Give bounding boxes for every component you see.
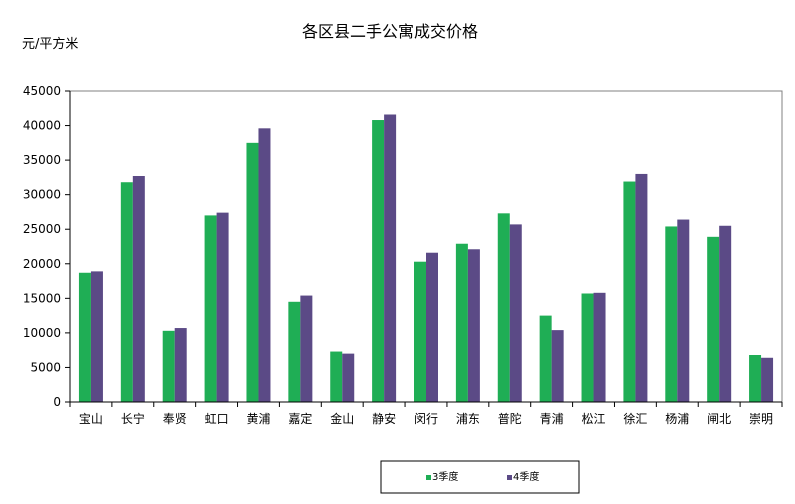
bar-3季度-静安 — [372, 120, 385, 402]
bar-4季度-青浦 — [551, 330, 564, 402]
bar-3季度-宝山 — [78, 272, 91, 402]
legend-frame — [380, 460, 580, 494]
x-category-label: 黄浦 — [246, 412, 270, 426]
y-tick-label: 35000 — [23, 153, 61, 167]
y-tick-label: 45000 — [23, 84, 61, 98]
legend-label-3季度: 3季度 — [432, 470, 458, 483]
x-category-label: 金山 — [330, 411, 354, 426]
bar-4季度-徐汇 — [635, 173, 648, 402]
legend-swatch-3季度 — [426, 475, 431, 480]
legend-swatch-4季度 — [507, 475, 512, 480]
x-category-label: 长宁 — [121, 411, 145, 426]
legend: 3季度 4季度 — [380, 460, 580, 494]
y-axis-unit-label: 元/平方米 — [22, 36, 78, 52]
bar-3季度-奉贤 — [162, 330, 175, 402]
legend-label-4季度: 4季度 — [513, 470, 539, 483]
bar-3季度-闸北 — [707, 236, 720, 402]
bar-3季度-虹口 — [204, 215, 217, 402]
bar-4季度-嘉定 — [300, 295, 313, 402]
x-category-label: 静安 — [372, 411, 396, 426]
bar-3季度-青浦 — [539, 315, 552, 402]
bar-4季度-虹口 — [216, 212, 229, 402]
bar-3季度-崇明 — [749, 355, 762, 402]
x-category-label: 徐汇 — [623, 411, 647, 426]
x-category-label: 闸北 — [707, 412, 731, 426]
bar-4季度-浦东 — [467, 249, 480, 402]
y-axis: 0 5000 10000 15000 20000 25000 30000 35000 40000… — [23, 84, 71, 409]
bar-4季度-闵行 — [426, 252, 438, 402]
bar-4季度-奉贤 — [174, 328, 187, 402]
x-axis: 宝山 长宁 奉贤 虹口 黄浦 嘉定 金山 静安 闵行 浦东 普陀 青浦 松江 徐汇 杨浦 闸北 崇明 — [69, 401, 783, 426]
bar-3季度-金山 — [330, 351, 343, 402]
x-category-label: 虹口 — [205, 412, 229, 426]
x-category-label: 闵行 — [414, 411, 438, 426]
bar-4季度-宝山 — [90, 271, 103, 402]
bar-3季度-嘉定 — [288, 301, 301, 402]
y-tick-label: 10000 — [23, 326, 61, 340]
bar-4季度-静安 — [384, 114, 397, 403]
bar-3季度-黄浦 — [246, 142, 259, 403]
bar-4季度-崇明 — [761, 357, 774, 402]
y-tick-label: 40000 — [23, 119, 61, 133]
bar-3季度-长宁 — [120, 182, 133, 402]
x-category-label: 嘉定 — [288, 411, 312, 426]
x-category-label: 杨浦 — [665, 411, 689, 426]
bar-4季度-黄浦 — [258, 128, 271, 402]
y-tick-label: 20000 — [23, 257, 61, 271]
x-category-label: 奉贤 — [163, 412, 187, 426]
bar-3季度-杨浦 — [665, 226, 678, 402]
bar-3季度-松江 — [581, 293, 594, 402]
y-tick-label: 0 — [53, 395, 61, 409]
bar-4季度-闸北 — [719, 225, 732, 402]
y-tick-label: 25000 — [23, 222, 61, 236]
bar-3季度-闵行 — [414, 261, 426, 402]
x-category-label: 青浦 — [540, 412, 564, 426]
bars-group — [78, 114, 774, 403]
bar-3季度-徐汇 — [623, 181, 636, 402]
y-tick-label: 15000 — [23, 291, 61, 305]
chart-title: 各区县二手公寓成交价格 — [302, 22, 478, 41]
bar-4季度-杨浦 — [677, 219, 690, 402]
x-category-label: 松江 — [582, 412, 606, 426]
bar-4季度-普陀 — [509, 224, 522, 402]
y-tick-label: 5000 — [30, 360, 61, 374]
x-category-label: 普陀 — [498, 411, 522, 426]
bar-4季度-金山 — [342, 353, 355, 402]
bar-4季度-松江 — [593, 292, 606, 402]
bar-4季度-长宁 — [132, 176, 145, 402]
y-tick-label: 30000 — [23, 188, 61, 202]
bar-3季度-浦东 — [455, 243, 468, 402]
x-category-label: 浦东 — [456, 412, 480, 426]
x-category-label: 崇明 — [749, 412, 773, 426]
bar-3季度-普陀 — [497, 213, 510, 402]
x-category-label: 宝山 — [79, 412, 103, 426]
